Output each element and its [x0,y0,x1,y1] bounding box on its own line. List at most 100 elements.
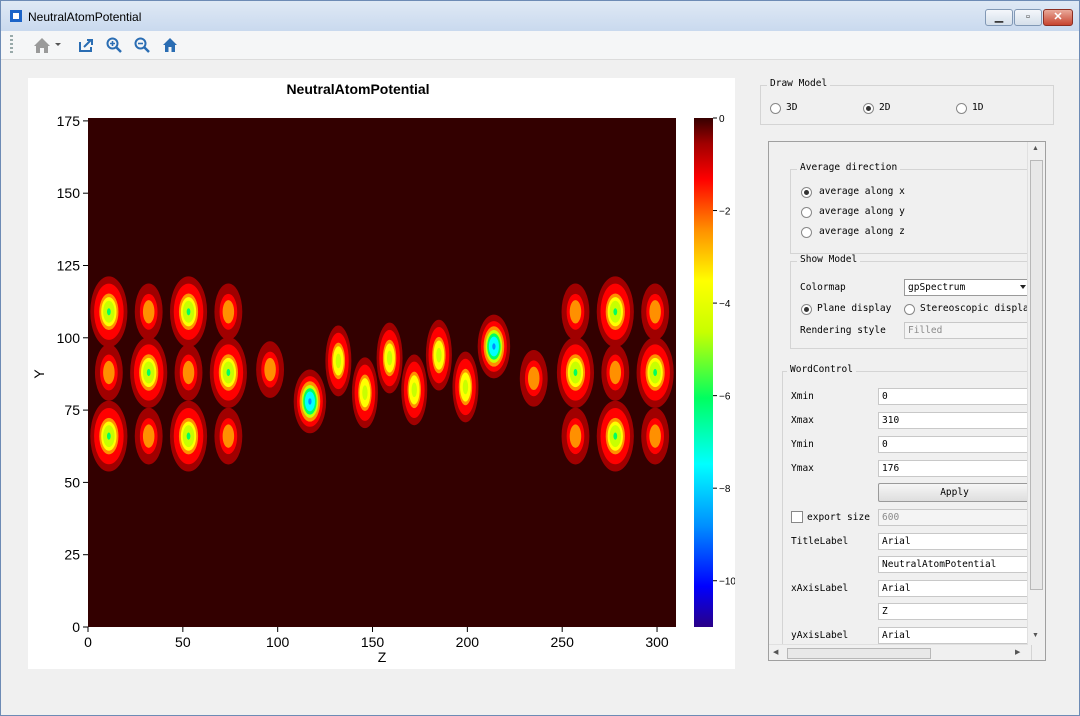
scroll-left-icon[interactable]: ◀ [773,649,779,656]
average-z-radio[interactable] [801,227,812,238]
colorbar-tick-label: −6 [719,392,731,403]
potential-well [169,400,208,472]
xaxis-font-input[interactable]: Arial [878,580,1031,597]
potential-well [90,400,128,472]
toolbar-grip-icon[interactable] [10,35,13,55]
title-label-text: TitleLabel [791,536,849,547]
vertical-scrollbar[interactable]: ▲ ▼ [1027,142,1045,645]
show-model-title: Show Model [797,254,861,265]
y-tick-label: 50 [64,474,80,490]
x-tick-label: 150 [361,634,385,650]
potential-well [293,369,327,434]
export-size-checkbox[interactable] [791,511,803,523]
horizontal-scroll-thumb[interactable] [787,648,931,659]
title-font-input[interactable]: Arial [878,533,1031,550]
average-y-radio[interactable] [801,207,812,218]
home-icon [163,38,177,52]
y-axis-label: Y [31,369,47,379]
zoom-in-button[interactable] [103,34,125,56]
x-tick-label: 50 [175,634,191,650]
vertical-scroll-thumb[interactable] [1030,160,1043,590]
potential-well [596,400,634,472]
yaxis-font-input[interactable]: Arial [878,627,1031,644]
xmin-input[interactable]: 0 [878,388,1031,405]
potential-well [561,283,590,341]
xaxis-text-input[interactable]: Z [878,603,1031,620]
x-tick-label: 100 [266,634,290,650]
potential-well [214,283,243,341]
draw-model-3d-label: 3D [786,102,798,113]
stereo-display-radio[interactable] [904,304,915,315]
colorbar-tick-label: −2 [719,207,731,218]
draw-model-3d-radio[interactable] [770,103,781,114]
potential-well [519,349,548,407]
plane-display-label: Plane display [817,303,892,314]
average-x-radio[interactable] [801,187,812,198]
home-dropdown-button[interactable] [29,34,65,56]
potential-well [561,407,590,465]
heatmap-chart[interactable]: NeutralAtomPotential 0 50 100 150 200 250 300 … [28,78,736,669]
export-size-input[interactable]: 600 [878,509,1031,526]
colormap-select[interactable]: gpSpectrum [904,279,1030,296]
home-button[interactable] [159,34,181,56]
potential-well [174,344,203,401]
export-size-label: export size [807,512,870,523]
restore-icon: ▫ [1026,11,1030,23]
potential-well [425,319,452,391]
average-y-label: average along y [819,206,905,217]
title-text-input[interactable]: NeutralAtomPotential [878,556,1031,573]
x-tick-label: 300 [645,634,669,650]
close-button[interactable]: ✕ [1043,9,1073,26]
colorbar-tick-label: −4 [719,299,731,310]
potential-well [130,337,168,408]
xmin-label: Xmin [791,391,814,402]
home-dropdown-icon [34,38,61,53]
scroll-up-icon[interactable]: ▲ [1032,145,1039,152]
scroll-right-icon[interactable]: ▶ [1015,649,1021,656]
horizontal-scrollbar[interactable]: ◀ ▶ [769,644,1027,660]
colorbar-tick-label: −8 [719,484,731,495]
settings-scroll-panel[interactable]: Average direction average along x averag… [768,141,1046,661]
colormap-value: gpSpectrum [908,282,966,293]
export-button[interactable] [75,34,97,56]
potential-well [401,354,428,426]
potential-well [636,337,674,408]
apply-button[interactable]: Apply [878,483,1031,502]
ymin-label: Ymin [791,439,814,450]
colorbar [694,118,713,627]
ymin-input[interactable]: 0 [878,436,1031,453]
maximize-button[interactable]: ▫ [1014,9,1042,26]
draw-model-2d-radio[interactable] [863,103,874,114]
draw-model-group: Draw Model 3D 2D 1D [760,78,1054,125]
average-z-label: average along z [819,226,905,237]
potential-well [325,325,352,397]
zoom-out-button[interactable] [131,34,153,56]
draw-model-1d-radio[interactable] [956,103,967,114]
potential-well [90,276,128,348]
ymax-label: Ymax [791,463,814,474]
xmax-input[interactable]: 310 [878,412,1031,429]
window-title: NeutralAtomPotential [28,10,142,24]
rendering-style-field[interactable]: Filled [904,322,1030,339]
potential-well [376,322,403,394]
potential-well [641,407,670,465]
title-bar: NeutralAtomPotential ▁ ▫ ✕ [1,1,1079,31]
minimize-button[interactable]: ▁ [985,9,1013,26]
potential-well [477,314,511,379]
potential-well [134,407,163,465]
y-tick-label: 0 [72,619,80,635]
colorbar-tick-label: −10 [719,577,735,588]
ymax-input[interactable]: 176 [878,460,1031,477]
potential-well [556,337,595,408]
yaxis-label-text: yAxisLabel [791,630,849,641]
average-direction-title: Average direction [797,162,901,173]
draw-model-title: Draw Model [767,78,831,89]
chart-title: NeutralAtomPotential [286,81,429,97]
plane-display-radio[interactable] [801,304,812,315]
potential-well [601,344,630,401]
scroll-down-icon[interactable]: ▼ [1032,632,1039,639]
potential-well [596,276,634,348]
close-icon: ✕ [1053,11,1063,23]
potential-well [214,407,243,465]
